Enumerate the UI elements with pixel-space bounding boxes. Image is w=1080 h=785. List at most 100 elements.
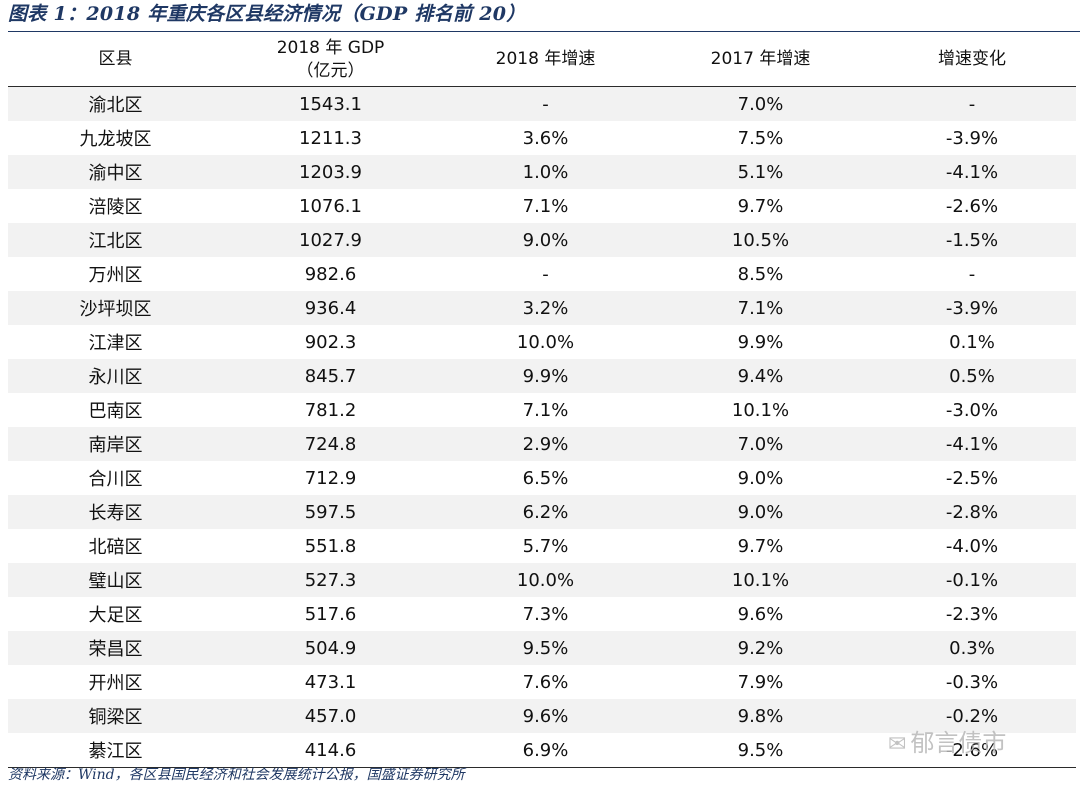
cell-district: 渝北区	[8, 86, 223, 121]
cell-growth-2017: 9.0%	[653, 461, 868, 495]
cell-change: -0.2%	[868, 699, 1076, 733]
cell-district: 渝中区	[8, 155, 223, 189]
cell-change: -2.5%	[868, 461, 1076, 495]
figure-title: 图表 1：2018 年重庆各区县经济情况（GDP 排名前 20）	[8, 3, 526, 25]
cell-growth-2017: 9.8%	[653, 699, 868, 733]
table-header-row: 区县 2018 年 GDP （亿元） 2018 年增速 2017 年增速 增速变…	[8, 33, 1076, 87]
cell-change: 0.5%	[868, 359, 1076, 393]
table-body: 渝北区 1543.1-7.0% - 九龙坡区 1211.3 3.6% 7.5% -3.9% 渝中…	[8, 86, 1076, 768]
cell-district: 开州区	[8, 665, 223, 699]
col-header-change: 增速变化	[868, 33, 1076, 87]
cell-growth-2018: 5.7%	[438, 529, 653, 563]
cell-growth-2018: 7.1%	[438, 189, 653, 223]
cell-change: -3.9%	[868, 291, 1076, 325]
cell-growth-2017: 9.9%	[653, 325, 868, 359]
cell-gdp: 845.7	[223, 359, 438, 393]
cell-district: 合川区	[8, 461, 223, 495]
cell-gdp: 936.4	[223, 291, 438, 325]
cell-gdp: 504.9	[223, 631, 438, 665]
cell-growth-2018: 10.0%	[438, 563, 653, 597]
table-row: 沙坪坝区 936.4 3.2% 7.1% -3.9%	[8, 291, 1076, 325]
source-note: 资料来源：Wind，各区县国民经济和社会发展统计公报，国盛证券研究所	[8, 767, 465, 783]
table-row: 渝中区 1203.9 1.0% 5.1% -4.1%	[8, 155, 1076, 189]
cell-district: 永川区	[8, 359, 223, 393]
cell-gdp: 473.1	[223, 665, 438, 699]
cell-growth-2018: 10.0%	[438, 325, 653, 359]
cell-growth-2018: 6.5%	[438, 461, 653, 495]
cell-district: 九龙坡区	[8, 121, 223, 155]
table-row: 永川区 845.7 9.9% 9.4% 0.5%	[8, 359, 1076, 393]
cell-change: 0.3%	[868, 631, 1076, 665]
cell-growth-2017: 9.6%	[653, 597, 868, 631]
cell-growth-2017: 9.0%	[653, 495, 868, 529]
table-row: 江津区 902.3 10.0% 9.9% 0.1%	[8, 325, 1076, 359]
cell-gdp: 712.9	[223, 461, 438, 495]
cell-growth-2017: 10.5%	[653, 223, 868, 257]
cell-gdp: 1203.9	[223, 155, 438, 189]
table-row: 江北区 1027.9 9.0% 10.5% -1.5%	[8, 223, 1076, 257]
cell-district: 綦江区	[8, 733, 223, 768]
cell-change: -3.9%	[868, 121, 1076, 155]
cell-change: -4.1%	[868, 427, 1076, 461]
watermark-text: 郁言债市	[910, 729, 1007, 757]
cell-district: 铜梁区	[8, 699, 223, 733]
table-row: 大足区 517.6 7.3% 9.6% -2.3%	[8, 597, 1076, 631]
cell-growth-2017: 9.2%	[653, 631, 868, 665]
gdp-table: 区县 2018 年 GDP （亿元） 2018 年增速 2017 年增速 增速变…	[8, 33, 1076, 768]
cell-change: -0.3%	[868, 665, 1076, 699]
cell-gdp: 902.3	[223, 325, 438, 359]
cell-growth-2017: 8.5%	[653, 257, 868, 291]
table-row: 九龙坡区 1211.3 3.6% 7.5% -3.9%	[8, 121, 1076, 155]
table-row: 长寿区 597.5 6.2% 9.0% -2.8%	[8, 495, 1076, 529]
wechat-icon: ✉	[888, 732, 907, 757]
cell-growth-2018: 3.6%	[438, 121, 653, 155]
cell-gdp: 517.6	[223, 597, 438, 631]
cell-change: -2.3%	[868, 597, 1076, 631]
cell-district: 大足区	[8, 597, 223, 631]
table-row: 璧山区 527.3 10.0% 10.1% -0.1%	[8, 563, 1076, 597]
cell-growth-2018: 6.2%	[438, 495, 653, 529]
col-header-growth-2018: 2018 年增速	[438, 33, 653, 87]
cell-gdp: 1076.1	[223, 189, 438, 223]
cell-district: 璧山区	[8, 563, 223, 597]
cell-growth-2018: 7.3%	[438, 597, 653, 631]
cell-gdp: 1027.9	[223, 223, 438, 257]
cell-change: -1.5%	[868, 223, 1076, 257]
cell-change: -3.0%	[868, 393, 1076, 427]
cell-gdp: 527.3	[223, 563, 438, 597]
table-row: 合川区 712.9 6.5% 9.0% -2.5%	[8, 461, 1076, 495]
cell-growth-2017: 9.7%	[653, 189, 868, 223]
col-header-gdp-line2: （亿元）	[296, 60, 365, 81]
cell-growth-2018: -	[438, 86, 653, 121]
cell-growth-2017: 7.0%	[653, 427, 868, 461]
cell-growth-2018: 7.6%	[438, 665, 653, 699]
table-row: 巴南区 781.2 7.1% 10.1% -3.0%	[8, 393, 1076, 427]
cell-growth-2018: 6.9%	[438, 733, 653, 768]
cell-gdp: 1211.3	[223, 121, 438, 155]
cell-gdp: 597.5	[223, 495, 438, 529]
table-row: 北碚区 551.8 5.7% 9.7% -4.0%	[8, 529, 1076, 563]
cell-change: 0.1%	[868, 325, 1076, 359]
cell-district: 涪陵区	[8, 189, 223, 223]
cell-growth-2018: 7.1%	[438, 393, 653, 427]
table-row: 渝北区 1543.1-7.0% -	[8, 86, 1076, 121]
cell-district: 巴南区	[8, 393, 223, 427]
cell-growth-2017: 9.5%	[653, 733, 868, 768]
cell-growth-2018: 2.9%	[438, 427, 653, 461]
cell-growth-2017: 9.4%	[653, 359, 868, 393]
title-divider	[8, 31, 1080, 32]
cell-change: -2.6%	[868, 733, 1076, 768]
table-row: 荣昌区 504.9 9.5% 9.2% 0.3%	[8, 631, 1076, 665]
cell-growth-2018: 9.5%	[438, 631, 653, 665]
cell-district: 沙坪坝区	[8, 291, 223, 325]
table-row: 涪陵区 1076.1 7.1% 9.7% -2.6%	[8, 189, 1076, 223]
cell-growth-2018: 9.9%	[438, 359, 653, 393]
cell-growth-2017: 10.1%	[653, 393, 868, 427]
cell-gdp: 1543.1	[223, 86, 438, 121]
cell-gdp: 551.8	[223, 529, 438, 563]
cell-growth-2017: 10.1%	[653, 563, 868, 597]
cell-district: 江北区	[8, 223, 223, 257]
cell-change: -2.8%	[868, 495, 1076, 529]
table-row: 开州区 473.1 7.6% 7.9% -0.3%	[8, 665, 1076, 699]
cell-change: -2.6%	[868, 189, 1076, 223]
